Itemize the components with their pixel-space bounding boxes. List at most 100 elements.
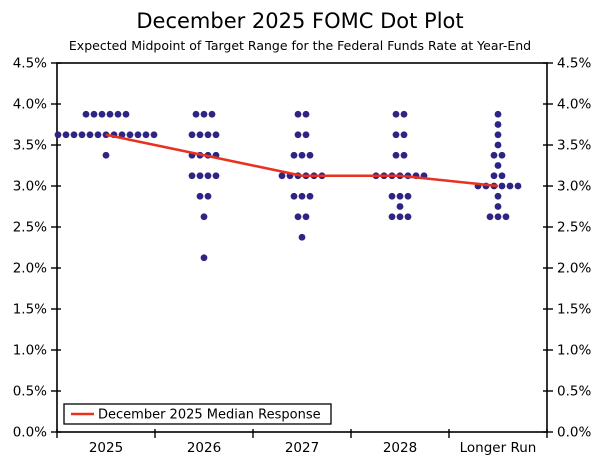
dot xyxy=(200,254,208,262)
dot xyxy=(494,203,502,210)
y-axis-label-right: 2.5% xyxy=(557,220,591,236)
y-axis-label-right: 4.0% xyxy=(557,97,591,113)
dot xyxy=(188,172,196,180)
x-axis-label: Longer Run xyxy=(460,440,537,456)
legend-box xyxy=(63,403,332,425)
dot xyxy=(204,131,212,139)
dot xyxy=(290,151,298,159)
dot xyxy=(498,151,506,159)
dot xyxy=(388,213,396,221)
dot xyxy=(294,131,302,139)
dot xyxy=(150,131,158,139)
y-axis-label-right: 1.0% xyxy=(557,343,591,359)
dot xyxy=(86,131,94,139)
dot xyxy=(404,213,412,221)
chart-title: December 2025 FOMC Dot Plot xyxy=(136,9,464,33)
dot xyxy=(396,192,404,200)
y-axis-label-right: 4.5% xyxy=(557,56,591,72)
dot xyxy=(494,192,502,200)
x-axis-label: 2027 xyxy=(285,440,319,456)
dot xyxy=(494,213,502,221)
dot xyxy=(298,151,306,159)
dot xyxy=(392,131,400,139)
dot xyxy=(98,110,106,118)
dot xyxy=(502,213,510,221)
x-axis-label: 2025 xyxy=(89,440,123,456)
dot xyxy=(90,110,98,118)
y-axis-label-left: 2.0% xyxy=(13,261,47,277)
dot xyxy=(400,110,408,118)
y-axis-label-left: 3.0% xyxy=(13,179,47,195)
dot xyxy=(70,131,78,139)
dot xyxy=(494,141,502,149)
dot xyxy=(196,172,204,180)
y-axis-label-right: 0.5% xyxy=(557,384,591,400)
dot xyxy=(392,110,400,118)
dot xyxy=(498,172,506,180)
dot xyxy=(396,203,404,210)
dot xyxy=(298,233,306,241)
dot xyxy=(498,182,506,190)
dot xyxy=(204,172,212,180)
dot xyxy=(494,162,502,169)
dot xyxy=(490,151,498,159)
dot xyxy=(212,172,220,180)
dot xyxy=(404,192,412,200)
dot xyxy=(302,131,310,139)
y-axis-label-left: 0.5% xyxy=(13,384,47,400)
y-axis-label-left: 1.5% xyxy=(13,302,47,318)
dot xyxy=(82,110,90,118)
dot xyxy=(302,110,310,118)
dot xyxy=(298,192,306,200)
dot xyxy=(306,192,314,200)
dot xyxy=(134,131,142,139)
chart-subtitle: Expected Midpoint of Target Range for th… xyxy=(68,38,532,53)
dot xyxy=(188,131,196,139)
dot xyxy=(192,110,200,118)
dot xyxy=(196,131,204,139)
dot xyxy=(122,110,130,118)
dot xyxy=(94,131,102,139)
dot xyxy=(62,131,70,139)
dot xyxy=(486,213,494,221)
y-axis-label-left: 1.0% xyxy=(13,343,47,359)
dot xyxy=(208,110,216,118)
x-axis-label: 2028 xyxy=(383,440,417,456)
dot xyxy=(212,131,220,139)
y-axis-label-right: 1.5% xyxy=(557,302,591,318)
plot-frame xyxy=(56,62,548,433)
y-axis-label-right: 3.0% xyxy=(557,179,591,195)
y-axis-label-right: 3.5% xyxy=(557,138,591,154)
dot xyxy=(78,131,86,139)
dot xyxy=(400,131,408,139)
dot xyxy=(294,110,302,118)
y-axis-label-left: 4.0% xyxy=(13,97,47,113)
dot xyxy=(200,110,208,118)
dot xyxy=(514,182,522,190)
y-axis-label-right: 0.0% xyxy=(557,425,591,441)
dot xyxy=(396,213,404,221)
median-line xyxy=(105,133,499,188)
dot xyxy=(278,172,286,180)
dot xyxy=(490,172,498,180)
dot xyxy=(200,213,208,221)
y-axis-label-left: 0.0% xyxy=(13,425,47,441)
dot xyxy=(392,151,400,159)
dot xyxy=(102,151,110,159)
y-axis-label-right: 2.0% xyxy=(557,261,591,277)
y-axis-label-left: 4.5% xyxy=(13,56,47,72)
dot xyxy=(126,131,134,139)
dot xyxy=(106,110,114,118)
dot xyxy=(142,131,150,139)
y-axis-label-left: 3.5% xyxy=(13,138,47,154)
dot xyxy=(290,192,298,200)
dot xyxy=(494,131,502,139)
dot xyxy=(494,121,502,128)
legend-label: December 2025 Median Response xyxy=(98,408,321,423)
x-axis-label: 2026 xyxy=(187,440,221,456)
y-axis-label-left: 2.5% xyxy=(13,220,47,236)
dot xyxy=(494,110,502,118)
dot xyxy=(400,151,408,159)
dot xyxy=(294,213,302,221)
